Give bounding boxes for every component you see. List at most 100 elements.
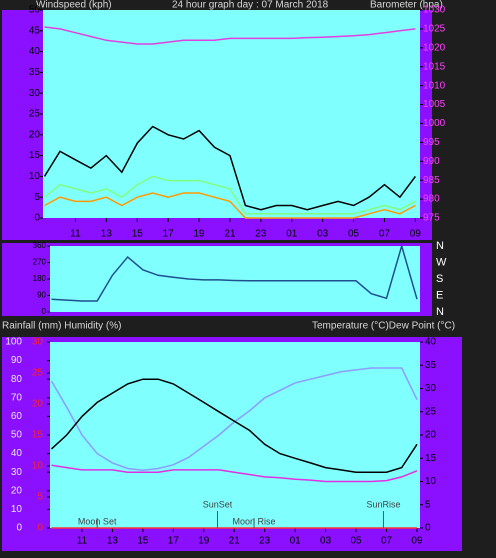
y-tick-label: 25 [425, 406, 437, 417]
y-tick-label: 35 [425, 360, 437, 371]
y-tick-label: 10 [11, 504, 23, 515]
y-tick-label: 20 [32, 399, 44, 410]
x-tick-label: 23 [259, 536, 271, 547]
y-tick-label: 15 [29, 150, 41, 161]
plot-bg [50, 342, 420, 528]
y-tick-label: 1020 [423, 42, 446, 53]
x-tick-label: 01 [286, 229, 298, 240]
y-tick-label: 30 [29, 88, 41, 99]
y-tick-label: 990 [423, 156, 440, 167]
x-tick-label: 17 [163, 229, 175, 240]
y-tick-label: 40 [29, 46, 41, 57]
annotation: SunRise [366, 499, 400, 509]
y-tick-label: 0 [42, 307, 47, 316]
x-tick-label: 07 [381, 536, 393, 547]
y-tick-label: 270 [33, 258, 47, 267]
annotation: Moon Rise [233, 516, 276, 526]
x-tick-label: 19 [198, 536, 210, 547]
data-line [50, 378, 418, 473]
chart-title: 24 hour graph day : 07 March 2018 [172, 0, 329, 11]
plot-bg [43, 10, 420, 218]
y-tick-label: 1015 [423, 61, 446, 72]
x-tick-label: 05 [350, 536, 362, 547]
x-tick-label: 21 [224, 229, 236, 240]
y2-axis-title: Barometer (hpa) [370, 0, 443, 11]
y-tick-label: 25 [32, 368, 44, 379]
y-tick-label: W [436, 256, 447, 268]
x-tick-label: 13 [107, 536, 119, 547]
y-tick-label: 5 [37, 492, 43, 503]
x-tick-label: 03 [317, 229, 329, 240]
y-tick-label: 30 [11, 467, 23, 478]
y-tick-label: 0 [425, 523, 431, 534]
y-tick-label: 0 [37, 523, 43, 534]
x-tick-label: 09 [411, 536, 423, 547]
data-line [43, 125, 417, 211]
x-tick-label: 19 [193, 229, 205, 240]
y-tick-label: 980 [423, 194, 440, 205]
y-axis-title: Rainfall (mm) Humidity (%) [2, 321, 121, 332]
y-tick-label: 1030 [423, 5, 446, 16]
y-tick-label: 10 [29, 171, 41, 182]
y-tick-label: 60 [11, 411, 23, 422]
y-tick-label: 1005 [423, 99, 446, 110]
y-tick-label: 30 [425, 383, 437, 394]
y-tick-label: 15 [32, 430, 44, 441]
annotation: Moon Set [78, 516, 117, 526]
y-tick-label: S [436, 273, 443, 285]
y-tick-label: 1000 [423, 118, 446, 129]
y-tick-label: 50 [29, 5, 41, 16]
x-tick-label: 03 [320, 536, 332, 547]
x-tick-label: 15 [137, 536, 149, 547]
y-tick-label: 20 [11, 485, 23, 496]
y-tick-label: 985 [423, 175, 440, 186]
y-tick-label: 40 [11, 448, 23, 459]
y-tick-label: 10 [32, 461, 44, 472]
y-tick-label: 20 [425, 430, 437, 441]
plot-bg [50, 246, 420, 312]
x-tick-label: 17 [168, 536, 180, 547]
y-axis-title: Windspeed (kph) [36, 0, 112, 11]
y-tick-label: 90 [37, 291, 46, 300]
y-tick-label: 25 [29, 109, 41, 120]
y-tick-label: 20 [29, 129, 41, 140]
y-tick-label: N [436, 306, 444, 318]
y-tick-label: 180 [33, 274, 47, 283]
y-tick-label: 360 [33, 241, 47, 250]
y-tick-label: 15 [425, 453, 437, 464]
y-tick-label: 80 [11, 374, 23, 385]
x-tick-label: 21 [229, 536, 241, 547]
y2-axis-title: Temperature (°C)Dew Point (°C) [312, 321, 455, 332]
y-tick-label: 50 [11, 430, 23, 441]
x-tick-label: 05 [348, 229, 360, 240]
x-tick-label: 07 [379, 229, 391, 240]
y-tick-label: 30 [32, 337, 44, 348]
data-line [44, 26, 416, 45]
y-tick-label: 45 [29, 25, 41, 36]
data-line [51, 243, 418, 302]
y-tick-label: 10 [425, 476, 437, 487]
x-tick-label: 23 [255, 229, 267, 240]
y-tick-label: 0 [16, 523, 22, 534]
y-tick-label: 100 [5, 337, 22, 348]
y-tick-label: 995 [423, 137, 440, 148]
y-tick-label: 70 [11, 392, 23, 403]
x-tick-label: 11 [70, 229, 81, 240]
y-tick-label: 1010 [423, 80, 446, 91]
x-tick-label: 15 [132, 229, 144, 240]
data-line [44, 192, 416, 219]
y-tick-label: 35 [29, 67, 41, 78]
y-tick-label: 0 [34, 213, 40, 224]
y-tick-label: E [436, 289, 443, 301]
data-line [51, 464, 418, 483]
data-line [50, 367, 418, 472]
y-tick-label: 90 [11, 355, 23, 366]
y-tick-label: 975 [423, 213, 440, 224]
y-tick-label: 1025 [423, 24, 446, 35]
y-tick-label: 5 [34, 192, 40, 203]
x-tick-label: 01 [290, 536, 302, 547]
x-tick-label: 11 [77, 536, 88, 547]
annotation: SunSet [203, 499, 233, 509]
data-line [44, 175, 416, 215]
